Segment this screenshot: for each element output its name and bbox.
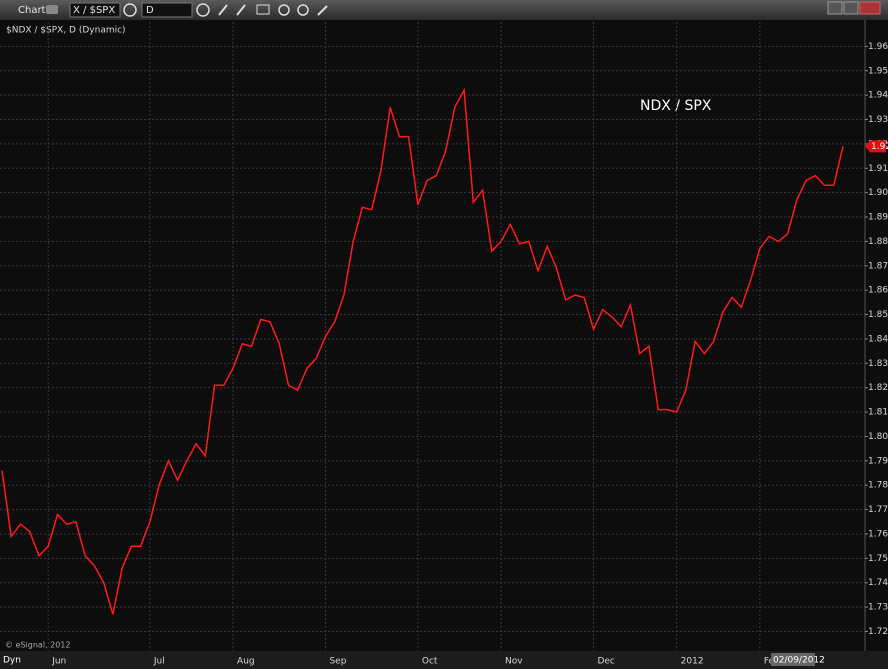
y-tick-label: 1.88: [868, 237, 888, 247]
link-icon[interactable]: [46, 5, 58, 14]
maximize-button[interactable]: [843, 1, 859, 15]
interval-input[interactable]: [141, 2, 193, 18]
symbol-button[interactable]: [123, 3, 137, 17]
refresh-tool[interactable]: [297, 4, 309, 16]
x-tick-label: Dec: [597, 657, 614, 667]
interval-text: D: [146, 5, 154, 16]
y-tick-label: 1.80: [868, 432, 888, 442]
y-tick-label: 1.90: [868, 188, 888, 198]
y-tick-label: 1.89: [868, 213, 888, 223]
x-axis-strip: [0, 651, 888, 669]
symbol-text: X / $SPX: [73, 5, 115, 16]
chart-title: $NDX / $SPX, D (Dynamic): [6, 26, 126, 36]
y-tick-label: 1.72: [868, 627, 888, 637]
y-tick-label: 1.81: [868, 408, 888, 418]
cursor-date-label: 02/09/2012: [773, 656, 825, 666]
toolbar: [0, 0, 888, 20]
y-tick-label: 1.77: [868, 505, 888, 515]
y-tick-label: 1.87: [868, 261, 888, 271]
last-value-box: [865, 140, 886, 153]
x-tick-label: 2012: [681, 657, 704, 667]
erase-tool[interactable]: [317, 5, 328, 16]
x-tick-label: Jun: [51, 657, 66, 667]
cursor-date-box: [771, 653, 815, 666]
mode-label: Dyn: [3, 656, 21, 666]
save-tool[interactable]: [256, 4, 270, 15]
y-tick-label: 1.83: [868, 359, 888, 369]
pencil-tool[interactable]: [236, 4, 246, 16]
y-tick-label: 1.95: [868, 66, 888, 76]
x-tick-label: Oct: [422, 657, 438, 667]
annotation: NDX / SPX: [640, 98, 712, 114]
close-button[interactable]: [859, 1, 881, 15]
symbol-input[interactable]: [69, 2, 121, 18]
y-tick-label: 1.73: [868, 603, 888, 613]
series-line: [1, 87, 844, 615]
watermark: © eSignal, 2012: [5, 641, 70, 650]
y-tick-label: 1.94: [868, 91, 888, 101]
y-tick-label: 1.85: [868, 310, 888, 320]
x-tick-label: Aug: [237, 657, 255, 667]
plot-background: [0, 20, 888, 669]
y-tick-label: 1.74: [868, 578, 888, 588]
y-tick-label: 1.84: [868, 334, 888, 344]
y-tick-label: 1.82: [868, 383, 888, 393]
y-tick-label: 1.93: [868, 115, 888, 125]
y-tick-label: 1.86: [868, 286, 888, 296]
x-tick-label: Jul: [153, 657, 165, 667]
y-tick-label: 1.79: [868, 456, 888, 466]
x-tick-label: Sep: [329, 657, 346, 667]
minimize-button[interactable]: [827, 1, 843, 15]
x-tick-label: Nov: [505, 657, 523, 667]
y-tick-label: 1.75: [868, 554, 888, 564]
y-tick-label: 1.91: [868, 164, 888, 174]
y-tick-label: 1.96: [868, 42, 888, 52]
play-tool[interactable]: [278, 4, 290, 16]
last-value-label: 1.92: [871, 142, 888, 152]
y-tick-label: 1.78: [868, 481, 888, 491]
draw-tool[interactable]: [218, 4, 228, 16]
y-tick-label: 1.76: [868, 529, 888, 539]
window-title: Chart: [18, 5, 46, 16]
interval-button[interactable]: [196, 3, 210, 17]
